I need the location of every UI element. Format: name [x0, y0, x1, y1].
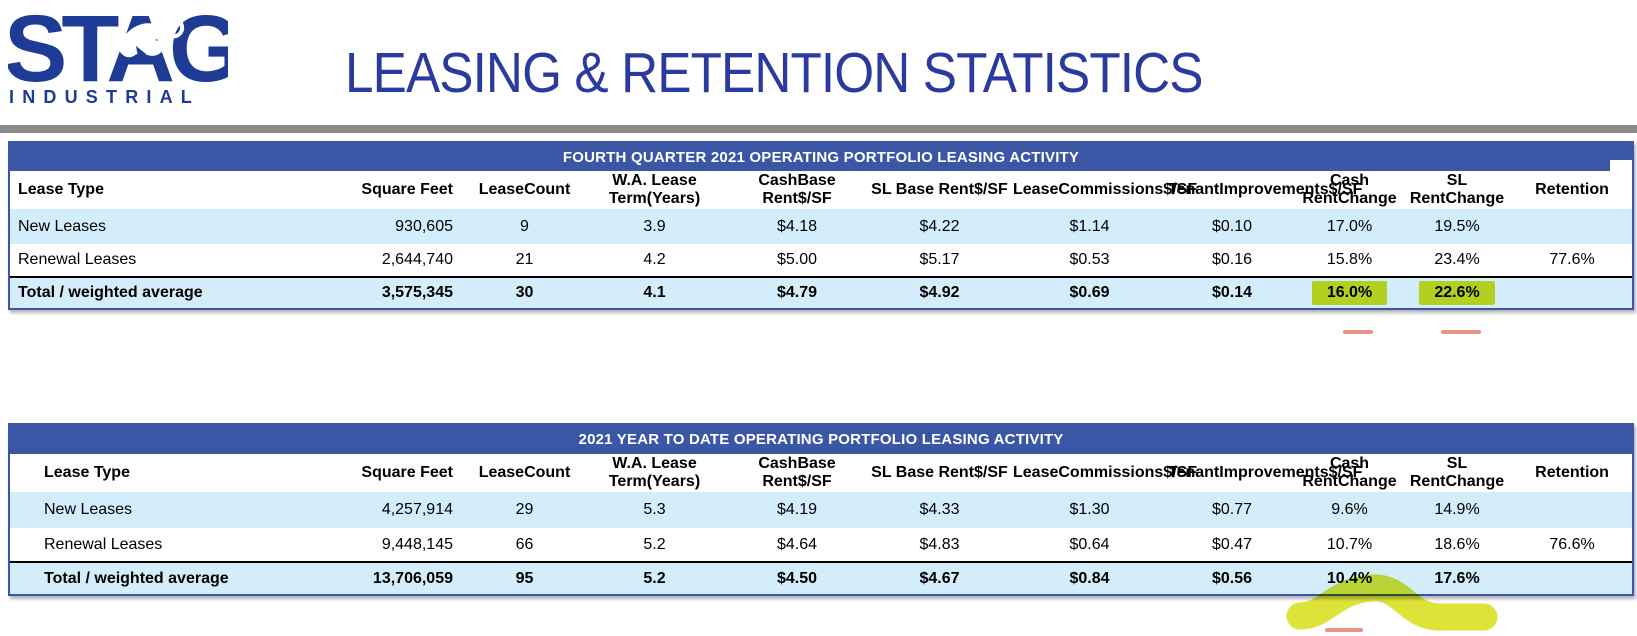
header-divider-bar	[0, 125, 1637, 133]
col-wa-lease-term: W.A. Lease Term(Years)	[608, 455, 701, 490]
col-sl-rent-change: SL RentChange	[1409, 455, 1505, 490]
col-cash-base-rent: CashBase Rent$/SF	[758, 172, 836, 207]
col-cash-rent-change: Cash RentChange	[1302, 172, 1397, 207]
table-row-renewal-leases: Renewal Leases 2,644,740 21 4.2 $5.00 $5…	[18, 251, 1595, 268]
highlighter-mark	[1325, 628, 1363, 632]
table-row-total: Total / weighted average 13,706,059 95 5…	[10, 561, 1633, 594]
col-tenant-improvements: TenantImprovements$/SF	[1168, 181, 1363, 198]
col-retention: Retention	[1535, 464, 1609, 481]
table-q4-title-text: FOURTH QUARTER 2021 OPERATING PORTFOLIO …	[562, 148, 1080, 166]
table-title-row: 2021 YEAR TO DATE OPERATING PORTFOLIO LE…	[10, 425, 1633, 454]
table-ytd-title-text: 2021 YEAR TO DATE OPERATING PORTFOLIO LE…	[578, 431, 1064, 448]
col-square-feet: Square Feet	[361, 464, 453, 481]
table-q4-title: FOURTH QUARTER 2021 OPERATING PORTFOLIO …	[10, 143, 1633, 171]
titlebar-notch	[1610, 160, 1633, 171]
table-row-new-leases: New Leases 4,257,914 29 5.3 $4.19 $4.33 …	[10, 492, 1633, 528]
stag-industrial-logo: STAG INDUSTRIAL	[8, 2, 228, 107]
highlight-mark: 16.0%	[1311, 281, 1388, 305]
logo-subtitle-text: INDUSTRIAL	[9, 87, 200, 107]
highlighter-mark	[1343, 330, 1373, 334]
col-square-feet: Square Feet	[361, 181, 453, 198]
bull-head-icon	[119, 16, 185, 58]
col-wa-lease-term: W.A. Lease Term(Years)	[608, 172, 701, 207]
highlighted-cash-rent-change: 10.4%	[1297, 561, 1402, 594]
logo-brand-text: STAG	[8, 2, 228, 102]
table-header-row: Lease Type Square Feet LeaseCount W.A. L…	[10, 454, 1632, 492]
col-lease-type: Lease Type	[18, 181, 104, 198]
col-lease-count: LeaseCount	[478, 464, 571, 481]
col-lease-commissions: LeaseCommissions$/SF	[1013, 181, 1198, 198]
col-cash-rent-change: Cash RentChange	[1302, 455, 1397, 490]
table-ytd-title: 2021 YEAR TO DATE OPERATING PORTFOLIO LE…	[10, 425, 1633, 454]
table-q4-2021: FOURTH QUARTER 2021 OPERATING PORTFOLIO …	[8, 141, 1634, 310]
col-lease-count: LeaseCount	[478, 181, 571, 198]
highlighter-mark	[1441, 330, 1481, 334]
col-retention: Retention	[1535, 181, 1609, 198]
table-row-new-leases: New Leases 930,605 9 3.9 $4.18 $4.22 $1.…	[10, 209, 1633, 244]
col-sl-base-rent: SL Base Rent$/SF	[871, 181, 1008, 198]
highlighted-sl-rent-change: 17.6%	[1402, 561, 1512, 594]
col-sl-base-rent: SL Base Rent$/SF	[871, 464, 1008, 481]
highlight-mark: 22.6%	[1419, 281, 1495, 305]
col-lease-commissions: LeaseCommissions$/SF	[1013, 464, 1198, 481]
table-row-renewal-leases: Renewal Leases 9,448,145 66 5.2 $4.64 $4…	[44, 535, 1595, 553]
table-row-total: Total / weighted average 3,575,345 30 4.…	[10, 276, 1633, 308]
table-title-row: FOURTH QUARTER 2021 OPERATING PORTFOLIO …	[10, 143, 1633, 171]
col-tenant-improvements: TenantImprovements$/SF	[1168, 464, 1363, 481]
table-header-row: Lease Type Square Feet LeaseCount W.A. L…	[10, 171, 1632, 209]
highlighted-cash-rent-change: 16.0%	[1297, 276, 1402, 308]
page-title: LEASING & RETENTION STATISTICS	[345, 41, 1203, 105]
table-ytd-2021: 2021 YEAR TO DATE OPERATING PORTFOLIO LE…	[8, 423, 1634, 596]
col-lease-type: Lease Type	[44, 464, 130, 481]
col-cash-base-rent: CashBase Rent$/SF	[758, 455, 836, 490]
col-sl-rent-change: SL RentChange	[1409, 172, 1505, 207]
highlighted-sl-rent-change: 22.6%	[1402, 276, 1512, 308]
